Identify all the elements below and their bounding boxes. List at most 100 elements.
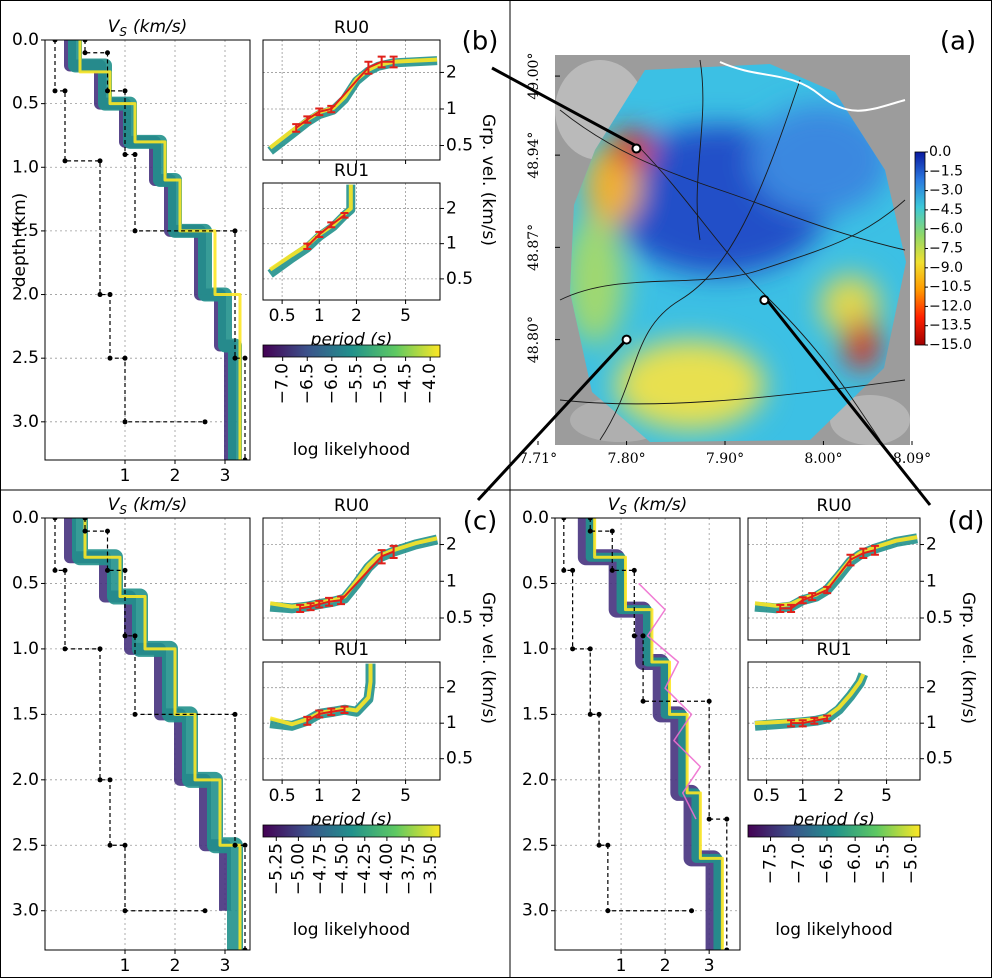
chart-title: RU1: [334, 640, 369, 660]
error-bar: [340, 211, 349, 219]
y-tick-label: 0.5: [926, 749, 953, 769]
bound-marker: [62, 158, 68, 164]
y-tick-label: 1: [446, 99, 457, 119]
error-bar: [389, 544, 398, 560]
bound-marker: [724, 816, 730, 822]
y-tick-label: 1.0: [12, 157, 39, 177]
error-bar: [823, 585, 832, 595]
y-tick-label: 2: [446, 678, 457, 698]
y-tick-label: 0.0: [12, 30, 39, 50]
x-tick-label: 3: [704, 956, 715, 976]
error-bar: [859, 547, 868, 560]
y-tick-label: 2: [446, 535, 457, 555]
colorbar-tick-label: −4.50: [333, 843, 353, 895]
colorbar: [747, 824, 921, 838]
error-bar: [315, 599, 324, 609]
bound-marker: [97, 646, 103, 652]
colorbar-tick-label: −6.5: [297, 363, 317, 404]
model-line: [593, 518, 724, 950]
y-tick-label: 1: [926, 713, 937, 733]
x-axis-label-unit: (km/s): [133, 17, 187, 37]
bound-marker: [242, 947, 248, 950]
error-bar: [303, 115, 312, 124]
plot-area: [263, 518, 440, 640]
colorbar-tick-label: −13.5: [929, 318, 972, 334]
y-tick-label: 2.5: [12, 348, 39, 368]
model-line: [754, 673, 866, 726]
bound-marker: [132, 152, 138, 158]
colorbar-label: log likelyhood: [293, 920, 411, 940]
error-bar: [798, 719, 807, 728]
bound-marker: [232, 842, 238, 848]
error-bar: [798, 596, 807, 605]
colorbar-tick-label: −7.5: [761, 843, 781, 884]
colorbar-label: log likelyhood: [775, 920, 893, 940]
y-axis-label: depth (km): [10, 193, 30, 288]
plot-frame: [554, 517, 741, 951]
panel-label: (a): [940, 27, 976, 57]
bound-marker: [52, 88, 58, 94]
y-tick-label: 0.0: [522, 508, 549, 528]
x-tick-label: 2: [833, 786, 844, 806]
model-line: [83, 518, 242, 950]
error-bar: [787, 719, 796, 728]
x-tick-label: 1: [120, 956, 131, 976]
error-bar: [870, 544, 879, 556]
bound-marker: [62, 88, 68, 94]
x-tick-label: 2: [351, 786, 362, 806]
x-tick-label: 0.5: [269, 306, 296, 326]
x-tick-label: 7.90°: [706, 451, 744, 467]
y-tick-label: 3.0: [12, 901, 39, 921]
bound-marker: [52, 567, 58, 573]
plot-frame: [747, 517, 921, 641]
x-axis-label-symbol: V: [108, 495, 121, 515]
y-tick-label: 0.5: [926, 608, 953, 628]
bound-marker: [122, 908, 128, 914]
colorbar-tick-label: −5.0: [902, 843, 922, 884]
bound-marker: [62, 567, 68, 573]
error-bar: [377, 549, 386, 565]
bound-marker: [105, 567, 110, 573]
plot-area: [45, 40, 250, 460]
plot-frame: [262, 661, 441, 781]
bound-marker: [570, 646, 576, 652]
field-patches: [570, 105, 890, 430]
error-bar: [776, 603, 785, 613]
bound-marker: [97, 158, 103, 164]
map-art: [555, 55, 910, 445]
x-axis-label-unit: (km/s): [133, 495, 187, 515]
plot-frame: [44, 39, 251, 461]
series-group: [561, 518, 730, 950]
error-bar: [810, 716, 819, 725]
bound-marker: [706, 816, 712, 822]
model-line: [72, 518, 243, 950]
bound-marker: [587, 528, 593, 534]
error-bar: [315, 230, 324, 239]
bound-line: [54, 40, 205, 423]
series-group: [52, 40, 248, 460]
x-tick-label: 5: [400, 786, 411, 806]
error-bar: [823, 714, 832, 723]
x-tick-label: 1: [797, 786, 808, 806]
chart-title: RU1: [816, 640, 851, 660]
panel-label: (b): [462, 27, 499, 57]
error-bar: [315, 107, 324, 117]
colorbar-tick-label: −9.0: [929, 260, 963, 276]
colorbar-tick-label: −4.25: [355, 843, 375, 895]
bound-marker: [242, 457, 248, 460]
colorbar-tick-label: −4.5: [929, 202, 963, 218]
bound-marker: [605, 908, 611, 914]
bound-marker: [609, 528, 615, 534]
x-tick-label: 2: [660, 956, 671, 976]
y-tick-label: 3.0: [522, 901, 549, 921]
observed-line: [306, 708, 345, 722]
colorbar: [262, 824, 441, 838]
chart-title: RU1: [334, 161, 369, 181]
y-tick-label: 0.5: [446, 608, 473, 628]
x-tick-label: 2: [170, 466, 181, 486]
roads: [559, 59, 906, 441]
bound-marker: [105, 528, 110, 534]
y-tick-label: 0.5: [446, 749, 473, 769]
colorbar-tick-label: −7.0: [273, 363, 293, 404]
y-tick-label: 1: [446, 713, 457, 733]
